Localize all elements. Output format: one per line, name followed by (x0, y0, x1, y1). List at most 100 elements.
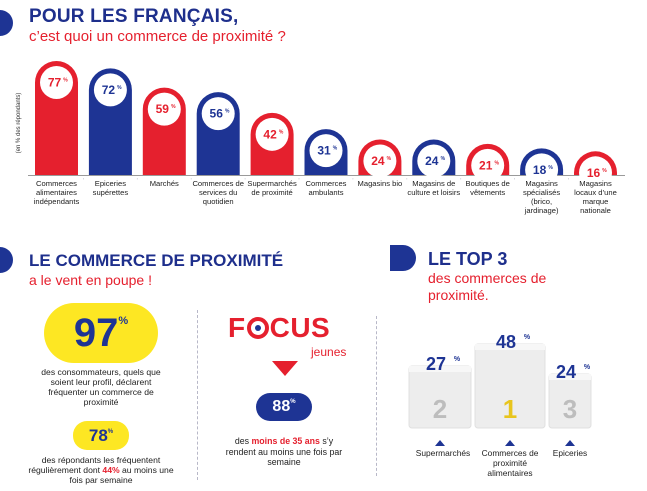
focus-text-highlight: moins de 35 ans (251, 436, 320, 446)
podium-rank: 3 (563, 394, 577, 424)
podium-top (549, 374, 591, 380)
bar-cap-disc (309, 134, 343, 168)
focus-text-after: s’y rendent au moins une fois par semain… (225, 436, 343, 467)
stat-78-value: 78 (88, 426, 108, 445)
category-label: Marchés (149, 179, 179, 188)
bar-unit-label: % (387, 156, 392, 162)
stat-78-text: des répondants les fréquentent régulière… (28, 455, 174, 485)
podium-arrow-icon (505, 440, 515, 446)
bar: 16% (574, 151, 617, 180)
stat-97-badge: 97% (44, 303, 158, 363)
corner-mark-right (390, 245, 416, 271)
bar-value-label: 24 (425, 154, 439, 168)
bar-value-label: 31 (317, 144, 331, 158)
podium-rank: 2 (433, 394, 447, 424)
bar-value-label: 56 (210, 107, 224, 121)
category-label: Supermarchés de proximité (247, 179, 297, 197)
stat-97-text: des consommateurs, quels que soient leur… (41, 367, 161, 407)
podium-category-label: Supermarchés (416, 448, 470, 458)
bar-cap-disc (201, 97, 235, 131)
stat-78-badge: 78% (73, 421, 129, 450)
bar-value-label: 18 (533, 163, 547, 177)
category-label: Commerces alimentaires indépendants (33, 179, 80, 206)
focus-text-before: des (234, 436, 250, 446)
corner-mark-top (0, 10, 13, 36)
focus-arrow-icon (272, 361, 298, 376)
bar-unit-label: % (548, 165, 553, 171)
podium-value: 27 (426, 354, 446, 374)
podium-value: 48 (496, 332, 516, 352)
stat-97-unit: % (118, 315, 129, 327)
bar-value-label: 59 (156, 102, 170, 116)
bar-value-label: 72 (102, 83, 116, 97)
bar: 24% (412, 139, 456, 178)
focus-88-badge: 88% (256, 393, 312, 421)
bar-unit-label: % (171, 104, 176, 110)
divider-right (376, 316, 377, 476)
podium-arrow-icon (565, 440, 575, 446)
podium-rank: 1 (503, 394, 517, 424)
focus-word: F CUS (228, 313, 330, 343)
top3-subtitle: des commerces de proximité. (428, 270, 547, 303)
bar: 18% (520, 148, 564, 180)
podium-step: 3 24% (548, 362, 592, 446)
podium-step: 1 48% (474, 332, 546, 446)
bar-value-label: 16 (587, 166, 601, 180)
podium-unit: % (584, 364, 591, 371)
bar-cap-disc (255, 117, 289, 151)
bar: 42% (250, 112, 294, 175)
podium-category-label: Epiceries (553, 448, 587, 458)
podium-value: 24 (556, 362, 576, 382)
corner-mark-middle (0, 247, 13, 273)
bar-cap-disc (93, 73, 127, 107)
focus-text: des moins de 35 ans s’y rendent au moins… (222, 436, 346, 468)
bar: 31% (304, 129, 348, 175)
bar-unit-label: % (602, 168, 607, 174)
bar-unit-label: % (441, 156, 446, 162)
category-label: Magasins spécialisés (brico, jardinage) (523, 179, 561, 215)
bar-cap-disc (40, 66, 73, 99)
stat-97-value: 97 (73, 311, 119, 355)
focus-word-end: CUS (269, 312, 331, 343)
bar-cap-disc (363, 144, 397, 178)
bar: 72% (88, 68, 132, 175)
podium-chart: 2 27 % 1 48 % 3 24 % Supermarchés Commerces de prox… (408, 332, 592, 478)
proximity-bar-chart: 77 %72 %59% 56 %42 %31 %24% 24% 21% 18% 16% (28, 61, 625, 180)
podium-arrow-icon (435, 440, 445, 446)
bar-unit-label: % (225, 109, 230, 115)
category-label: Magasins locaux d’une marque nationale (574, 179, 617, 215)
stat-78-text-after: au moins une fois par semaine (69, 465, 174, 485)
bar-cap-disc (147, 92, 181, 126)
focus-sub: jeunes (311, 345, 347, 359)
podium-top (475, 344, 545, 350)
bar: 77% (35, 61, 78, 175)
bar-value-label: 77 (48, 76, 62, 90)
category-label: Epiceries supérettes (92, 179, 129, 197)
bar-value-label: 42 (263, 127, 277, 141)
category-label: Magasins de culture et loisirs (407, 179, 461, 197)
stat-78-unit: % (107, 429, 114, 435)
bar-value-label: 24 (371, 154, 385, 168)
bar-value-label: 21 (479, 158, 493, 172)
podium-category-label: Commerces de proximité alimentaires (482, 448, 539, 478)
bar: 59% (142, 87, 186, 175)
page-title: POUR LES FRANÇAIS, (29, 6, 239, 27)
bar-unit-label: % (333, 146, 338, 152)
podium-top (409, 366, 471, 372)
bar-cap-disc (579, 156, 612, 180)
stat-78-text-before: des répondants les fréquentent régulière… (28, 455, 161, 475)
page-subtitle: c’est quoi un commerce de proximité ? (29, 28, 286, 45)
section-title-commerce: LE COMMERCE DE PROXIMITÉ (29, 251, 284, 270)
bar-unit-label: % (117, 85, 122, 91)
podium-step: 2 27% (408, 354, 472, 446)
bar-cap-disc (525, 153, 559, 180)
bar: 24% (358, 139, 402, 178)
focus-88-value: 88 (272, 398, 291, 415)
bar: 56% (196, 92, 240, 175)
stat-78-highlight: 44% (102, 465, 120, 475)
category-label: Commerces ambulants (305, 179, 347, 197)
divider-left (197, 310, 198, 480)
focus-88-unit: % (290, 399, 296, 405)
focus-eye-icon (246, 317, 269, 339)
bar-cap-disc (417, 144, 451, 178)
